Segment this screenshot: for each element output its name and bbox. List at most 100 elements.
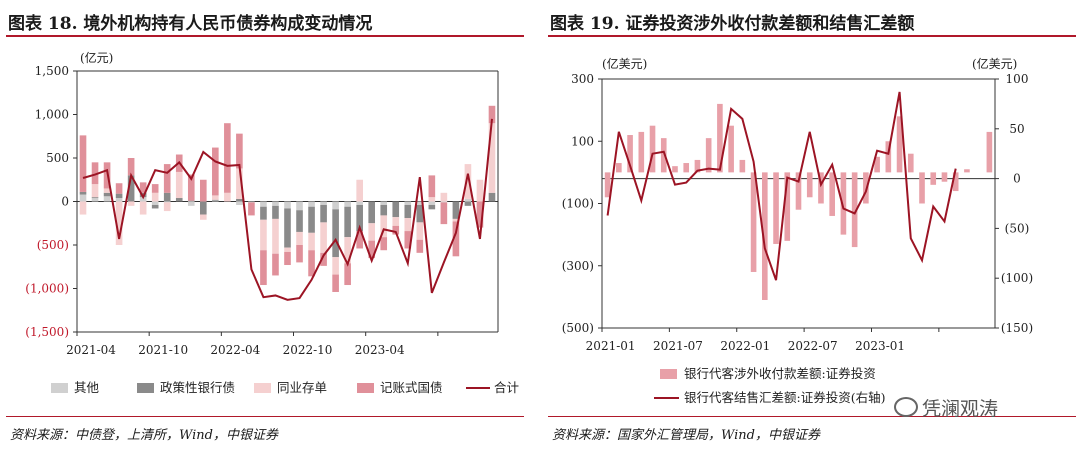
left-bar-segment-3: [127, 158, 135, 176]
left-bar-segment-0: [103, 196, 111, 202]
left-bar-segment-3: [163, 164, 171, 193]
right-bar: [885, 141, 892, 173]
left-bar-segment-3: [452, 221, 460, 257]
left-bar-segment-1: [368, 201, 376, 224]
left-bar-segment-0: [320, 201, 327, 205]
right-source-rule: [548, 416, 1076, 417]
left-y-tick-label: 0: [61, 195, 69, 209]
left-bar-segment-0: [91, 198, 99, 202]
left-bar-segment-1: [127, 175, 135, 202]
left-bar-segment-2: [224, 192, 231, 202]
right-y-unit-left: (亿美元): [602, 56, 647, 71]
left-bar-segment-1: [212, 199, 219, 201]
left-y-tick-label: 1,500: [35, 64, 69, 78]
left-bar-segment-1: [115, 193, 123, 199]
left-bar-segment-2: [284, 247, 291, 252]
left-bar-segment-3: [392, 225, 400, 235]
left-bar-segment-0: [248, 201, 255, 203]
left-bar-segment-0: [404, 201, 412, 205]
left-bar-segment-3: [320, 252, 327, 266]
left-bar-segment-3: [91, 162, 99, 185]
right-bar: [964, 169, 970, 173]
right-chart-source: 资料来源：国家外汇管理局，Wind，中银证券: [552, 428, 820, 443]
left-bar-segment-1: [272, 205, 279, 219]
left-bar-segment-2: [452, 218, 460, 222]
right-bar: [930, 172, 937, 185]
left-bar-segment-3: [308, 250, 315, 277]
right-bar: [907, 153, 914, 173]
right-x-tick-label: 2022-01: [720, 339, 770, 353]
left-source-rule: [6, 416, 524, 417]
left-bar-segment-1: [308, 206, 315, 233]
left-bar-segment-1: [392, 201, 400, 218]
left-bar-segment-1: [404, 204, 412, 219]
left-bar-segment-2: [368, 223, 376, 241]
left-bar-segment-2: [464, 164, 472, 199]
left-bar-segment-2: [175, 171, 183, 199]
left-bar-segment-2: [79, 201, 87, 215]
right-left-y-tick-label: (100): [562, 197, 594, 211]
right-left-y-tick-label: (300): [562, 259, 594, 273]
left-bar-segment-3: [296, 245, 303, 263]
right-fx-line: [606, 91, 957, 281]
left-bar-segment-3: [344, 263, 351, 286]
right-x-tick-label: 2021-01: [586, 339, 636, 353]
left-bar-segment-0: [139, 197, 147, 202]
left-legend-swatch-2: [254, 383, 271, 393]
right-right-y-tick-label: 50: [1009, 122, 1024, 136]
left-bar-segment-0: [272, 201, 279, 206]
right-legend-label-bars: 银行代客涉外收付款差额:证券投资: [684, 366, 876, 381]
left-bar-segment-2: [115, 201, 123, 245]
left-bar-segment-2: [127, 201, 135, 206]
right-right-y-tick-label: (50): [1005, 221, 1030, 235]
left-bar-segment-3: [260, 250, 267, 286]
left-bar-segment-2: [476, 179, 484, 202]
right-bar: [806, 172, 813, 198]
left-bar-segment-1: [79, 191, 87, 195]
left-bar-segment-0: [236, 201, 243, 205]
left-legend-swatch-1: [137, 383, 154, 393]
left-bar-segment-0: [356, 201, 363, 205]
left-bar-segment-2: [380, 215, 388, 238]
right-title-rule: [548, 35, 1076, 37]
right-right-y-tick-label: 0: [1013, 172, 1021, 186]
left-bar-segment-1: [91, 197, 99, 199]
left-bar-segment-2: [392, 217, 400, 226]
left-x-tick-label: 2021-10: [138, 343, 188, 357]
right-bar: [773, 172, 779, 244]
left-bar-segment-0: [163, 201, 171, 203]
left-bar-segment-2: [440, 192, 448, 202]
left-y-tick-label: 500: [46, 151, 69, 165]
left-bar-segment-0: [260, 201, 267, 207]
left-bar-segment-2: [488, 123, 496, 193]
left-bar-segment-2: [272, 218, 279, 254]
left-bar-segment-0: [332, 201, 339, 210]
left-bar-segment-0: [115, 198, 123, 202]
left-bar-segment-1: [236, 198, 243, 202]
left-bar-segment-1: [356, 204, 363, 232]
left-legend-swatch-3: [357, 383, 374, 393]
left-bar-segment-0: [428, 201, 436, 205]
right-bar: [874, 156, 880, 173]
left-y-tick-label: (1,500): [25, 325, 69, 339]
right-bar: [986, 131, 993, 173]
left-bar-segment-3: [356, 231, 363, 249]
right-x-tick-label: 2023-01: [855, 339, 905, 353]
left-bar-segment-2: [332, 257, 339, 275]
right-right-y-tick-label: (150): [1001, 321, 1033, 335]
right-bar: [728, 125, 734, 173]
right-bar: [627, 135, 633, 173]
left-chart-source: 资料来源：中债登，上清所，Wind，中银证券: [10, 428, 278, 443]
left-bar-segment-2: [320, 222, 327, 253]
left-legend-label-2: 同业存单: [277, 380, 327, 395]
left-legend-swatch-0: [51, 383, 68, 393]
left-bar-segment-1: [187, 200, 195, 202]
right-chart-title: 图表 19. 证券投资涉外收付款差额和结售汇差额: [550, 14, 915, 34]
left-bar-segment-3: [332, 274, 339, 292]
left-bar-segment-0: [187, 201, 195, 206]
left-bar-segment-0: [212, 200, 219, 202]
right-bar: [840, 172, 847, 235]
left-bar-segment-1: [320, 204, 327, 223]
left-bar-segment-3: [404, 231, 412, 249]
left-bar-segment-0: [344, 201, 351, 207]
